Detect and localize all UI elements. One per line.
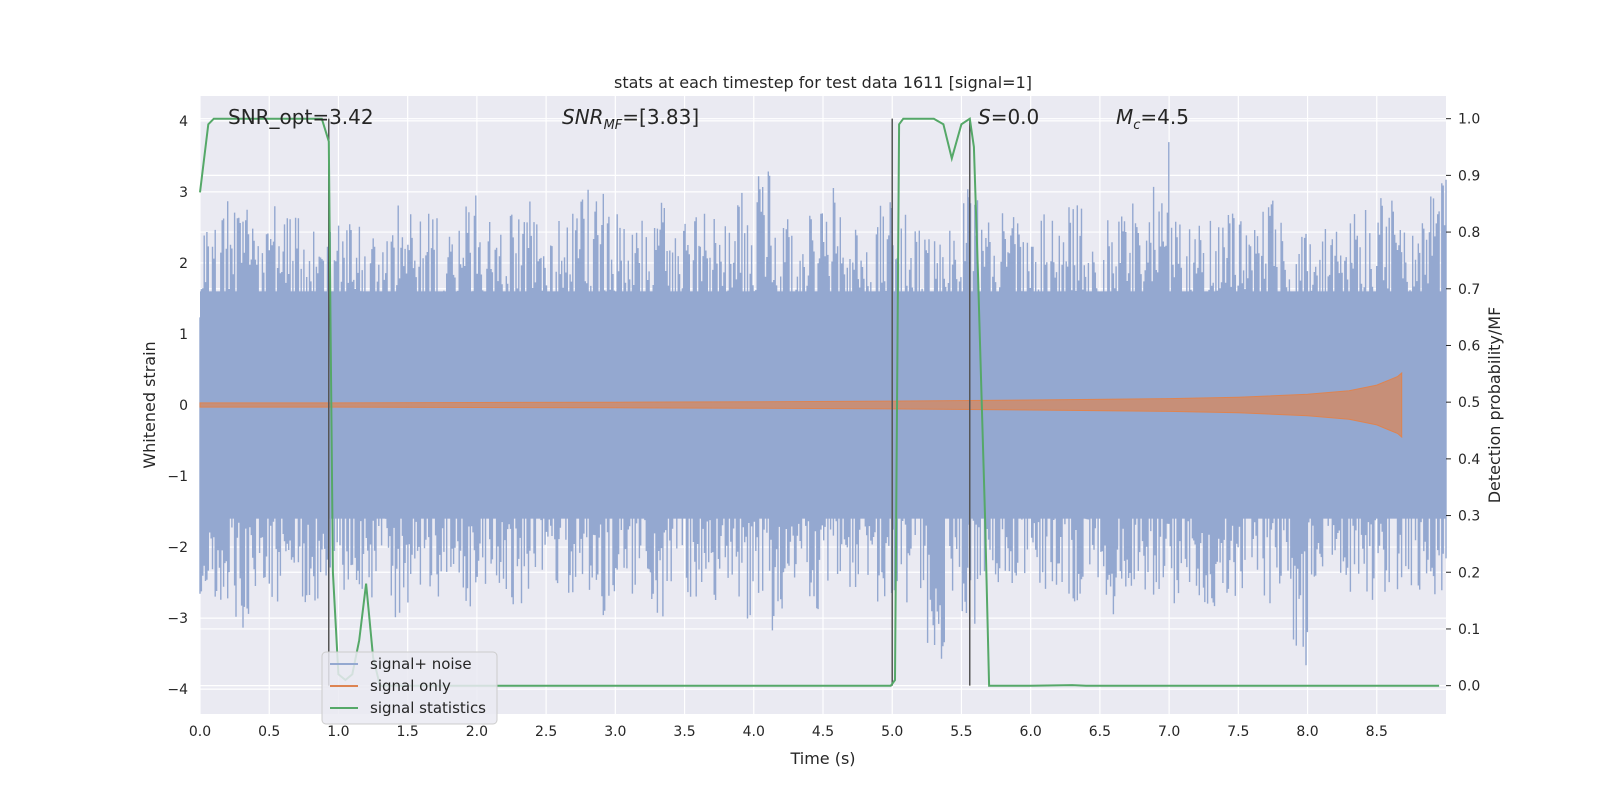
- mc-value: =4.5: [1140, 105, 1189, 129]
- x-tick-label: 1.5: [397, 724, 419, 740]
- y-right-tick-label: 0.6: [1458, 338, 1480, 354]
- x-tick-label: 3.5: [673, 724, 695, 740]
- x-tick-label: 1.0: [327, 724, 349, 740]
- mc-base: M: [1116, 105, 1133, 129]
- y-left-tick-label: 3: [179, 185, 188, 201]
- x-tick-label: 2.0: [466, 724, 488, 740]
- legend-label-noise: signal+ noise: [370, 655, 472, 673]
- annotation-s: S=0.0: [978, 105, 1039, 129]
- y-right-tick-label: 0.7: [1458, 282, 1480, 298]
- y-right-tick-label: 1.0: [1458, 112, 1480, 128]
- snr-mf-sub: MF: [604, 118, 623, 133]
- legend-label-signal: signal only: [370, 677, 451, 695]
- x-tick-label: 2.5: [535, 724, 557, 740]
- annotation-snr-opt: SNR_opt=3.42: [228, 105, 374, 129]
- x-tick-labels: 0.0 0.5 1.0 1.5 2.0 2.5 3.0 3.5 4.0 4.5 5.0 5.5 6.0 6…: [189, 724, 1388, 740]
- y-left-tick-label: −2: [167, 540, 188, 556]
- y-left-tick-label: 2: [179, 256, 188, 272]
- x-tick-label: 0.0: [189, 724, 211, 740]
- y-axis-label-left: Whitened strain: [140, 341, 159, 468]
- x-tick-label: 8.5: [1366, 724, 1388, 740]
- x-tick-label: 3.0: [604, 724, 626, 740]
- legend: signal+ noise signal only signal statist…: [321, 651, 498, 725]
- y-axis-label-right: Detection probability/MF: [1485, 307, 1504, 504]
- x-tick-label: 5.5: [950, 724, 972, 740]
- statistics-series: [199, 116, 1440, 687]
- y-left-tick-label: 1: [179, 327, 188, 343]
- x-tick-label: 6.5: [1089, 724, 1111, 740]
- y-right-tick-label: 0.2: [1458, 565, 1480, 581]
- s-value: =0.0: [991, 105, 1040, 129]
- chart-title: stats at each timestep for test data 161…: [614, 73, 1032, 92]
- annotation-snr-mf: SNRMF=[3.83]: [562, 105, 699, 133]
- snr-mf-value: =[3.83]: [622, 105, 699, 129]
- y-right-tick-label: 0.8: [1458, 225, 1480, 241]
- x-axis-label: Time (s): [789, 749, 855, 768]
- s-label: S: [978, 105, 991, 129]
- y-left-tick-label: −3: [167, 611, 188, 627]
- x-tick-label: 4.0: [743, 724, 765, 740]
- y-left-tick-label: 0: [179, 398, 188, 414]
- y-right-tick-label: 0.1: [1458, 622, 1480, 638]
- x-tick-label: 0.5: [258, 724, 280, 740]
- snr-mf-base: SNR: [562, 105, 604, 129]
- mc-sub: c: [1133, 118, 1140, 133]
- x-tick-label: 6.0: [1020, 724, 1042, 740]
- x-tick-label: 5.0: [881, 724, 903, 740]
- y-left-tick-label: −4: [167, 682, 188, 698]
- y-right-tick-label: 0.4: [1458, 452, 1480, 468]
- legend-box: [321, 651, 498, 725]
- statistics-line: [199, 116, 1440, 687]
- y-right-tick-label: 0.9: [1458, 168, 1480, 184]
- y-left-tick-labels: 4 3 2 1 0 −1 −2 −3 −4: [167, 114, 188, 698]
- x-tick-label: 7.5: [1227, 724, 1249, 740]
- y-right-tick-labels: 1.0 0.9 0.8 0.7 0.6 0.5 0.4 0.3 0.2 0.1 0.0: [1446, 112, 1480, 695]
- legend-label-stats: signal statistics: [370, 699, 486, 717]
- y-right-tick-label: 0.3: [1458, 509, 1480, 525]
- y-right-tick-label: 0.5: [1458, 395, 1480, 411]
- x-tick-label: 4.5: [812, 724, 834, 740]
- annotation-mc: Mc=4.5: [1116, 105, 1189, 133]
- y-left-tick-label: −1: [167, 469, 188, 485]
- y-left-tick-label: 4: [179, 114, 188, 130]
- x-tick-label: 8.0: [1296, 724, 1318, 740]
- x-tick-label: 7.0: [1158, 724, 1180, 740]
- y-right-tick-label: 0.0: [1458, 679, 1480, 695]
